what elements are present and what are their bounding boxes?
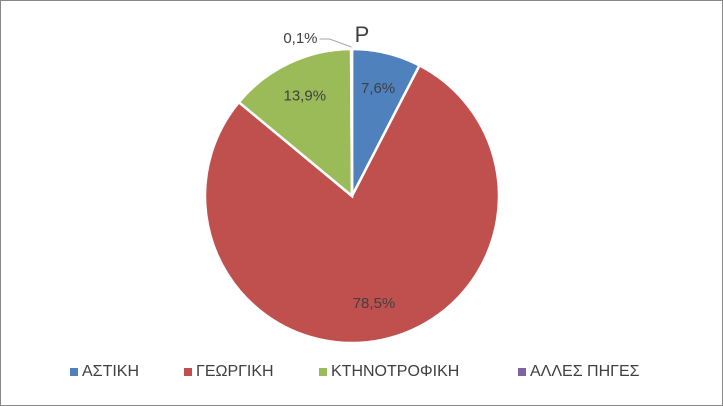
legend-swatch (319, 368, 327, 376)
legend-label: ΑΣΤΙΚΗ (82, 363, 139, 380)
legend-label: ΓΕΩΡΓΙΚΗ (196, 363, 274, 380)
pie-slice (349, 47, 354, 197)
pie-slice (237, 47, 354, 199)
data-label: 13,9% (284, 87, 327, 104)
legend-swatch (518, 368, 526, 376)
legend-swatch (70, 368, 78, 376)
legend-label: ΑΛΛΕΣ ΠΗΓΕΣ (530, 363, 640, 380)
data-label: 7,6% (361, 80, 395, 97)
leader-line (319, 38, 352, 48)
data-label: 0,1% (283, 30, 317, 47)
chart-title: P (355, 22, 370, 47)
legend-swatch (184, 368, 192, 376)
pie-slice (203, 63, 501, 345)
legend-label: ΚΤΗΝΟΤΡΟΦΙΚΗ (331, 363, 459, 380)
data-label: 78,5% (353, 295, 396, 312)
